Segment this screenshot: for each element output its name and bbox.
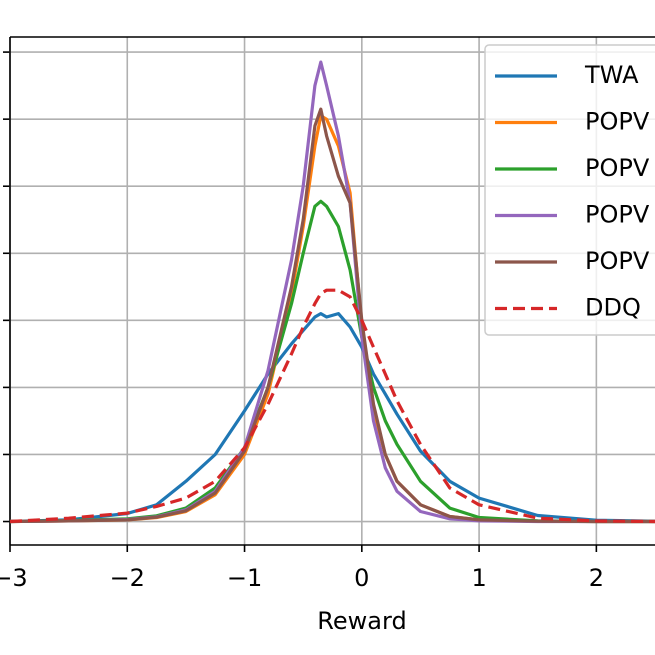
x-tick-label: 1 (471, 564, 486, 592)
legend: TWA POPV POPV POPV POPV DDQ (484, 44, 655, 336)
legend-label: DDQ (585, 294, 641, 322)
x-axis-label: Reward (317, 607, 406, 635)
legend-label: POPV (585, 201, 650, 229)
series-line (9, 107, 655, 524)
legend-label: POPV (585, 247, 650, 275)
x-tick-label: 2 (589, 564, 604, 592)
legend-label: POPV (585, 108, 650, 136)
x-tick-label: −3 (0, 564, 28, 592)
legend-label: POPV (585, 154, 650, 182)
x-tick-label: 0 (354, 564, 369, 592)
x-tick-label: −2 (110, 564, 145, 592)
series-line (9, 312, 655, 524)
x-tick-label: −1 (227, 564, 262, 592)
series-line (9, 288, 655, 524)
legend-label: TWA (584, 61, 639, 89)
